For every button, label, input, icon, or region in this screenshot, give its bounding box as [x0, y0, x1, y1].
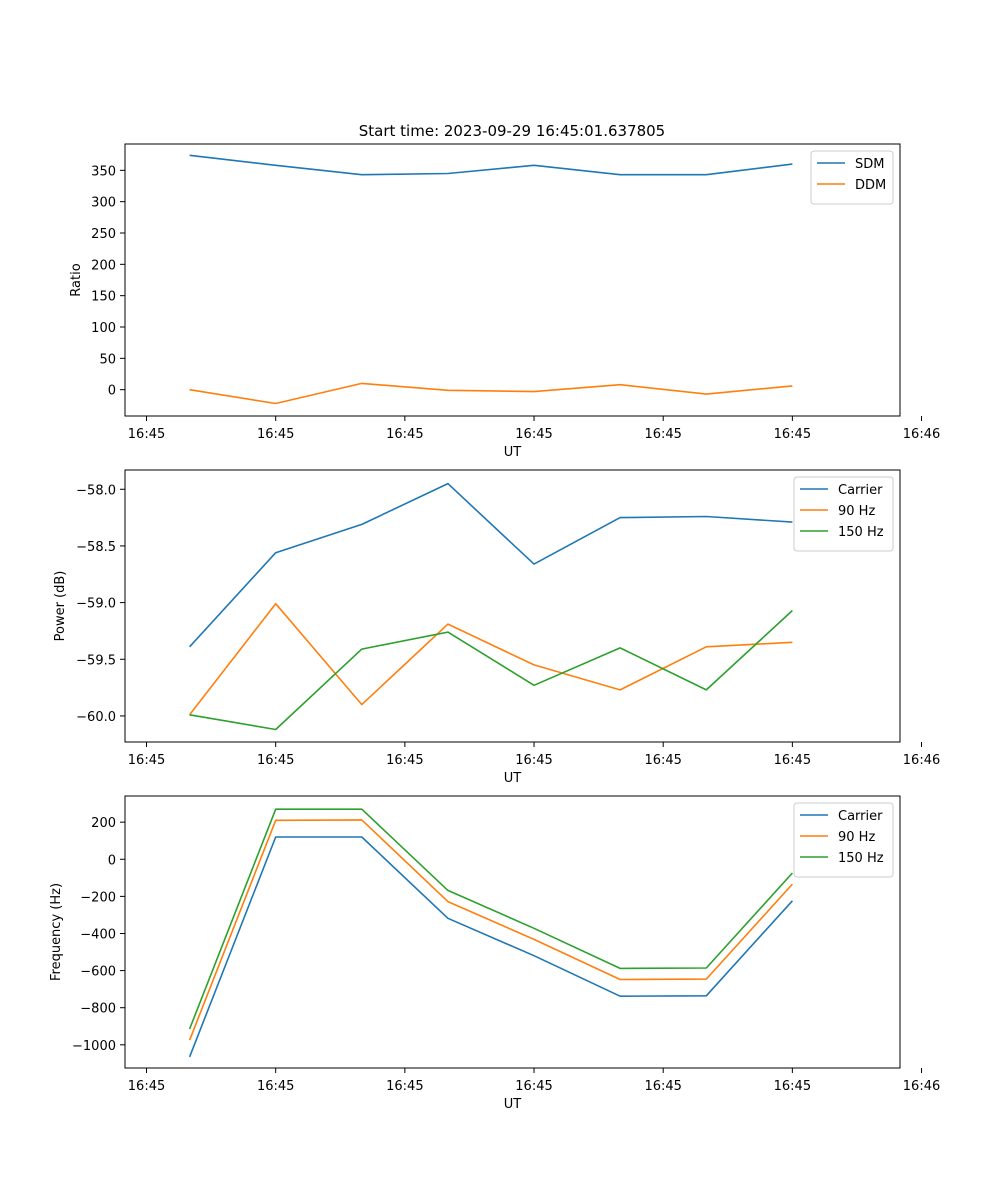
series-line-90-hz [188, 602, 793, 716]
legend-box [810, 150, 894, 205]
y-tick-label: −400 [80, 927, 116, 942]
legend-label: Carrier [838, 809, 883, 824]
y-tick-label: 250 [91, 227, 116, 242]
x-tick-label: 16:45 [257, 427, 294, 442]
x-tick-label: 16:45 [386, 1079, 423, 1094]
legend-label: 90 Hz [838, 504, 875, 519]
frequency-chart: 16:45 16:45 16:45 16:45 16:45 16:45 16:46 200 0 −… [49, 795, 940, 1112]
y-tick-label: −600 [80, 965, 116, 980]
y-tick-label: 0 [108, 853, 116, 868]
x-tick-label: 16:45 [515, 753, 552, 768]
x-tick-label: 16:45 [515, 427, 552, 442]
x-tick-label: 16:46 [903, 753, 940, 768]
x-tick-label: 16:45 [128, 1079, 165, 1094]
legend-box [793, 802, 894, 878]
y-tick-label: 100 [91, 321, 116, 336]
y-tick-label: −800 [80, 1002, 116, 1017]
x-tick-label: 16:45 [128, 427, 165, 442]
y-tick-label: 350 [91, 164, 116, 179]
x-tick-label: 16:46 [903, 1079, 940, 1094]
x-tick-label: 16:45 [774, 1079, 811, 1094]
y-tick-label: 300 [91, 196, 116, 211]
x-tick-label: 16:45 [644, 753, 681, 768]
power-chart: 16:45 16:45 16:45 16:45 16:45 16:45 16:46 −58.0… [53, 469, 940, 786]
x-tick-label: 16:45 [515, 1079, 552, 1094]
y-tick-label: −58.5 [76, 540, 116, 555]
x-tick-label: 16:46 [903, 427, 940, 442]
y-tick-label: 200 [91, 258, 116, 273]
y-axis-label: Frequency (Hz) [49, 883, 64, 981]
axes-frame [124, 469, 901, 743]
y-tick-label: −58.0 [76, 483, 116, 498]
legend: SDM DDM [810, 150, 894, 205]
x-tick-label: 16:45 [257, 1079, 294, 1094]
y-tick-label: −200 [80, 890, 116, 905]
x-tick-label: 16:45 [644, 1079, 681, 1094]
x-tick-label: 16:45 [128, 753, 165, 768]
series-line-sdm [189, 154, 793, 176]
y-tick-label: −60.0 [76, 710, 116, 725]
x-tick-label: 16:45 [257, 753, 294, 768]
y-tick-label: 50 [99, 352, 116, 367]
x-axis-label: UT [504, 445, 522, 460]
ratio-chart: 16:45 16:45 16:45 16:45 16:45 16:45 16:46 0 50 10… [69, 143, 940, 460]
legend: Carrier 90 Hz 150 Hz [793, 802, 894, 878]
y-tick-label: 150 [91, 290, 116, 305]
x-tick-label: 16:45 [386, 427, 423, 442]
figure-title: Start time: 2023-09-29 16:45:01.637805 [359, 122, 665, 140]
x-axis-label: UT [504, 771, 522, 786]
legend-label: DDM [855, 178, 886, 193]
x-tick-label: 16:45 [386, 753, 423, 768]
y-axis-label: Ratio [69, 263, 84, 296]
legend-label: Carrier [838, 483, 883, 498]
series-line-ddm [189, 382, 793, 405]
y-tick-label: 200 [91, 816, 116, 831]
series-line-carrier [188, 836, 793, 1058]
legend-label: 150 Hz [838, 525, 884, 540]
axes-frame [124, 143, 901, 417]
y-tick-label: −1000 [72, 1039, 116, 1054]
series-line-carrier [189, 482, 793, 648]
legend-label: SDM [855, 157, 884, 172]
y-tick-label: −59.0 [76, 597, 116, 612]
series-line-90-hz [188, 819, 793, 1041]
x-tick-label: 16:45 [774, 427, 811, 442]
x-axis-label: UT [504, 1097, 522, 1112]
axes-frame [124, 795, 901, 1069]
legend-box [793, 476, 894, 552]
legend-label: 90 Hz [838, 830, 875, 845]
y-tick-label: −59.5 [76, 653, 116, 668]
series-line-150-hz [189, 609, 793, 731]
legend-label: 150 Hz [838, 851, 884, 866]
x-tick-label: 16:45 [774, 753, 811, 768]
y-axis-label: Power (dB) [53, 571, 68, 642]
series-line-150-hz [188, 808, 793, 1030]
y-tick-label: 0 [108, 384, 116, 399]
legend: Carrier 90 Hz 150 Hz [793, 476, 894, 552]
x-tick-label: 16:45 [644, 427, 681, 442]
